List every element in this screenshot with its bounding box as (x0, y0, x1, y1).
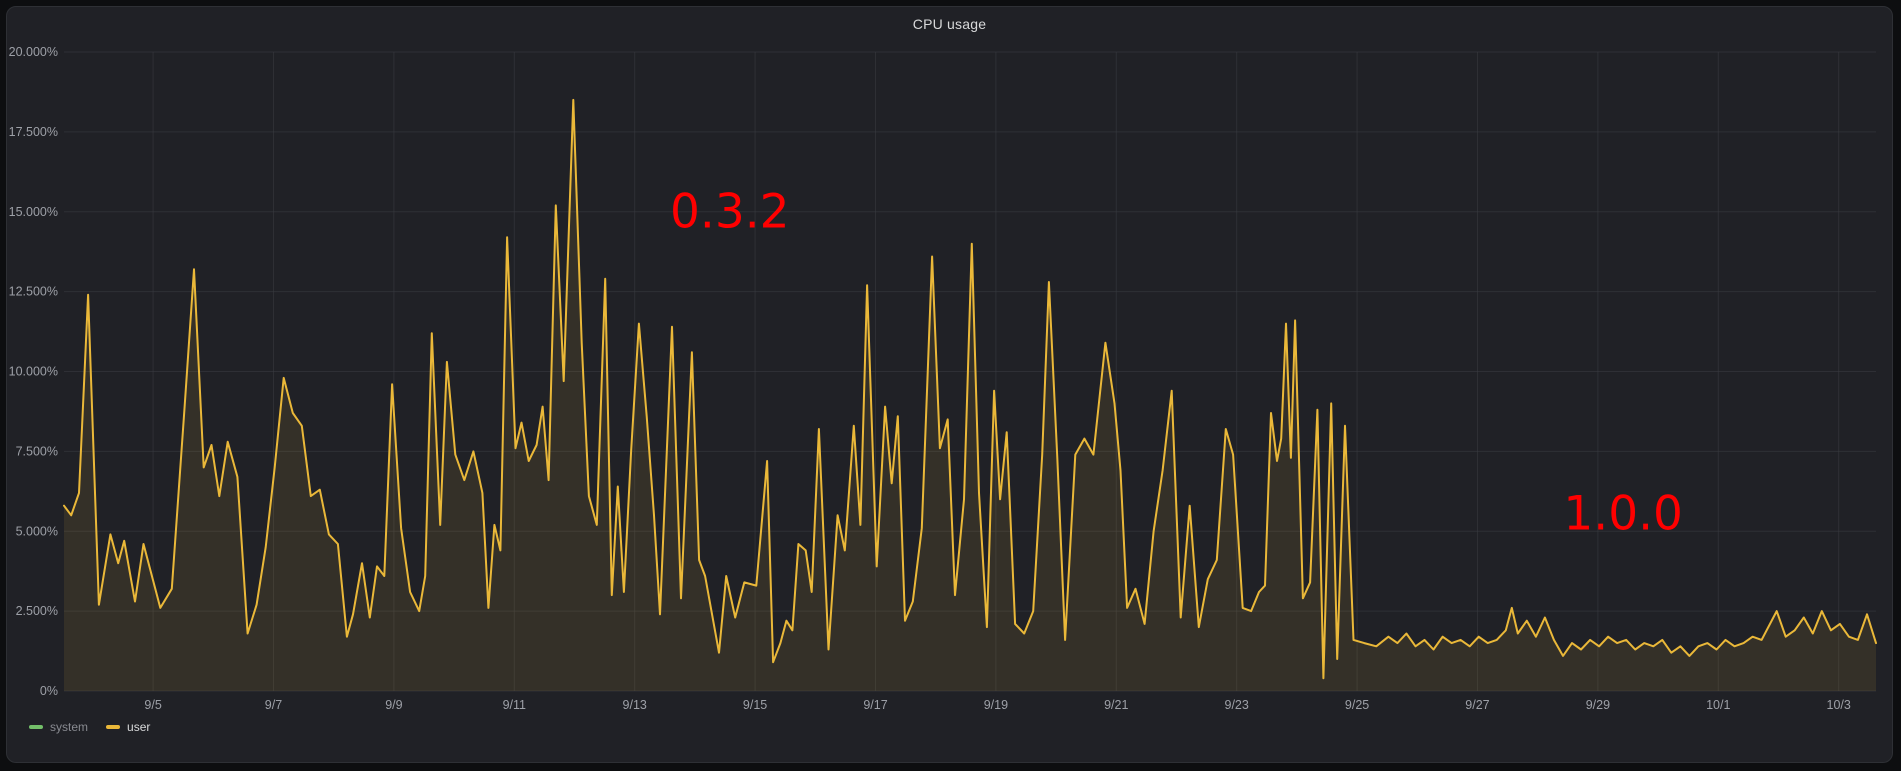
y-axis-label: 15.000% (9, 205, 58, 219)
user-series-fill (64, 99, 1876, 691)
legend-label-system: system (50, 720, 89, 734)
user-series-swatch-icon (106, 725, 121, 729)
x-axis-label: 9/5 (144, 698, 161, 712)
y-axis-label: 7.500% (16, 444, 58, 458)
y-axis-label: 5.000% (16, 524, 58, 538)
y-axis-label: 17.500% (9, 125, 58, 139)
annotation-version-1-0-0: 1.0.0 (1563, 486, 1683, 542)
y-axis-label: 20.000% (9, 45, 58, 59)
y-axis-label: 10.000% (9, 365, 58, 379)
y-axis-label: 12.500% (9, 285, 58, 299)
user-series-line[interactable] (63, 98, 1877, 680)
x-axis-label: 10/1 (1706, 698, 1730, 712)
x-axis-label: 9/9 (385, 698, 402, 712)
x-axis-label: 9/29 (1586, 698, 1610, 712)
x-axis-label: 9/13 (623, 698, 647, 712)
x-axis-label: 9/7 (265, 698, 282, 712)
x-axis-label: 9/17 (863, 698, 887, 712)
system-series-swatch-icon (29, 725, 43, 729)
x-axis-label: 9/15 (743, 698, 767, 712)
y-axis-label: 2.500% (16, 604, 58, 618)
grid-lines (64, 51, 1876, 692)
x-axis-label: 9/11 (503, 698, 526, 712)
x-axis-label: 9/27 (1465, 698, 1489, 712)
cpu-usage-chart[interactable]: 0% 2.500% 5.000% 7.500% 10.000% 12.500% 15.000… (7, 7, 1901, 771)
legend-item-user[interactable]: user (106, 720, 150, 734)
x-axis-label: 9/21 (1104, 698, 1128, 712)
x-axis-label: 9/23 (1225, 698, 1249, 712)
annotation-version-0-3-2: 0.3.2 (670, 184, 790, 240)
chart-legend: system user (29, 720, 150, 734)
x-axis-label: 9/25 (1345, 698, 1369, 712)
panel-title: CPU usage (912, 16, 987, 32)
legend-item-system[interactable]: system (29, 720, 88, 734)
legend-label-user: user (127, 720, 151, 734)
y-axis-label: 0% (40, 684, 58, 698)
x-axis-label: 9/19 (984, 698, 1008, 712)
x-axis-label: 10/3 (1827, 698, 1851, 712)
cpu-usage-panel: CPU usage 0% 2.500% 5.000% 7.500% 10.000% 12.… (6, 6, 1893, 763)
